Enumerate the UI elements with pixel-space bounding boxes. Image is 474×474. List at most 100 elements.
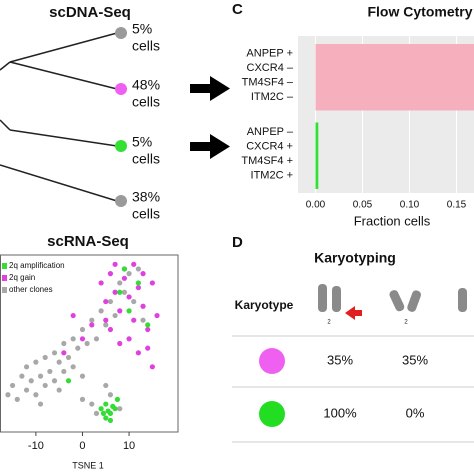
bar — [315, 122, 319, 189]
chromosome-label: 2 — [327, 320, 331, 326]
point — [51, 350, 58, 356]
x-tick-label: 0.15 — [447, 200, 467, 211]
clone-unit: cells — [132, 38, 160, 54]
points — [5, 261, 160, 423]
point — [42, 354, 48, 361]
point — [135, 266, 141, 272]
point — [70, 336, 76, 342]
karyo-title: Karyotyping — [314, 250, 396, 266]
chromosome — [407, 290, 421, 312]
point — [9, 382, 16, 389]
chromosome — [389, 290, 405, 312]
legend-label: other clones — [9, 285, 53, 294]
point — [145, 345, 151, 351]
point — [79, 336, 86, 342]
chromosome — [318, 284, 327, 312]
flow-title: Flow Cytometry — [367, 4, 472, 20]
point — [117, 289, 123, 295]
legend-label: 2q amplification — [9, 261, 65, 270]
point — [61, 340, 67, 347]
point — [100, 410, 107, 416]
point — [70, 312, 76, 319]
karyotype-dot — [259, 348, 285, 374]
branch — [9, 129, 118, 147]
y-tick-label: TM4SF4 + — [241, 155, 293, 167]
point — [84, 340, 90, 347]
clone-node — [115, 140, 127, 152]
clone-percent: 38% — [132, 189, 160, 205]
point — [47, 368, 53, 375]
legend-swatch — [2, 263, 7, 269]
table-cell: 35% — [327, 352, 353, 367]
point — [23, 364, 30, 370]
point — [131, 298, 137, 305]
flow-chart: 0.00 0.05 0.10 0.15 ANPEP + CXCR4 – TM4SF4 – IT… — [241, 36, 474, 211]
point — [51, 378, 58, 384]
point — [112, 312, 118, 319]
point — [121, 275, 128, 281]
point — [28, 378, 34, 384]
point — [140, 271, 146, 277]
bar — [315, 44, 474, 111]
karyo-rows: 35% 35% 100% 0% — [259, 348, 428, 427]
point — [65, 354, 72, 361]
point — [19, 373, 25, 379]
point — [112, 406, 118, 412]
arrow-head — [210, 134, 230, 159]
y-tick-label: ITM2C – — [251, 91, 294, 103]
chromosome-label: 2 — [404, 320, 408, 326]
arrow-shaft — [190, 142, 212, 151]
point — [98, 406, 104, 412]
y-tick-label: ANPEP – — [247, 126, 294, 138]
point — [37, 373, 44, 379]
point — [112, 261, 118, 267]
point — [89, 401, 95, 407]
y-tick-label: CXCR4 + — [246, 140, 293, 152]
legend-label: 2q gain — [9, 273, 35, 282]
panel-label: D — [232, 234, 243, 251]
point — [103, 317, 109, 323]
point — [5, 392, 11, 398]
point — [131, 317, 137, 323]
x-axis-label: Fraction cells — [354, 213, 431, 228]
point — [126, 308, 132, 314]
bars — [315, 44, 474, 189]
x-tick-label: -10 — [28, 440, 44, 452]
point — [121, 289, 128, 295]
point — [154, 312, 160, 319]
y-tick-label: TM4SF4 – — [242, 76, 294, 88]
point — [135, 280, 141, 286]
point — [37, 401, 44, 407]
x-tick-label: 0 — [79, 440, 85, 452]
legend-swatch — [2, 287, 7, 293]
clone-percent: 5% — [132, 21, 152, 37]
point — [117, 406, 123, 412]
point — [126, 271, 132, 277]
point — [126, 294, 132, 300]
point — [61, 368, 67, 375]
tree — [0, 32, 118, 202]
y-tick-label: ITM2C + — [251, 169, 293, 181]
tsne-chart: 2q amplification 2q gain other clones -10 0 1… — [2, 261, 160, 452]
point — [56, 359, 62, 365]
scrna-title: scRNA-Seq — [47, 233, 129, 250]
point — [79, 373, 86, 379]
point — [98, 280, 104, 286]
table-header: Karyotype — [235, 298, 294, 312]
point — [103, 415, 109, 421]
point — [65, 378, 72, 384]
point — [107, 271, 114, 277]
table-cell: 35% — [402, 352, 428, 367]
point — [121, 266, 128, 272]
point — [107, 326, 114, 333]
clone-node — [115, 27, 127, 39]
table-cell: 0% — [406, 405, 425, 420]
chromosome — [332, 286, 341, 312]
clone-unit: cells — [132, 94, 160, 110]
point — [145, 326, 151, 333]
point — [145, 322, 151, 328]
chromosome — [458, 288, 467, 312]
point — [89, 317, 95, 323]
point — [149, 364, 155, 370]
point — [33, 359, 39, 365]
